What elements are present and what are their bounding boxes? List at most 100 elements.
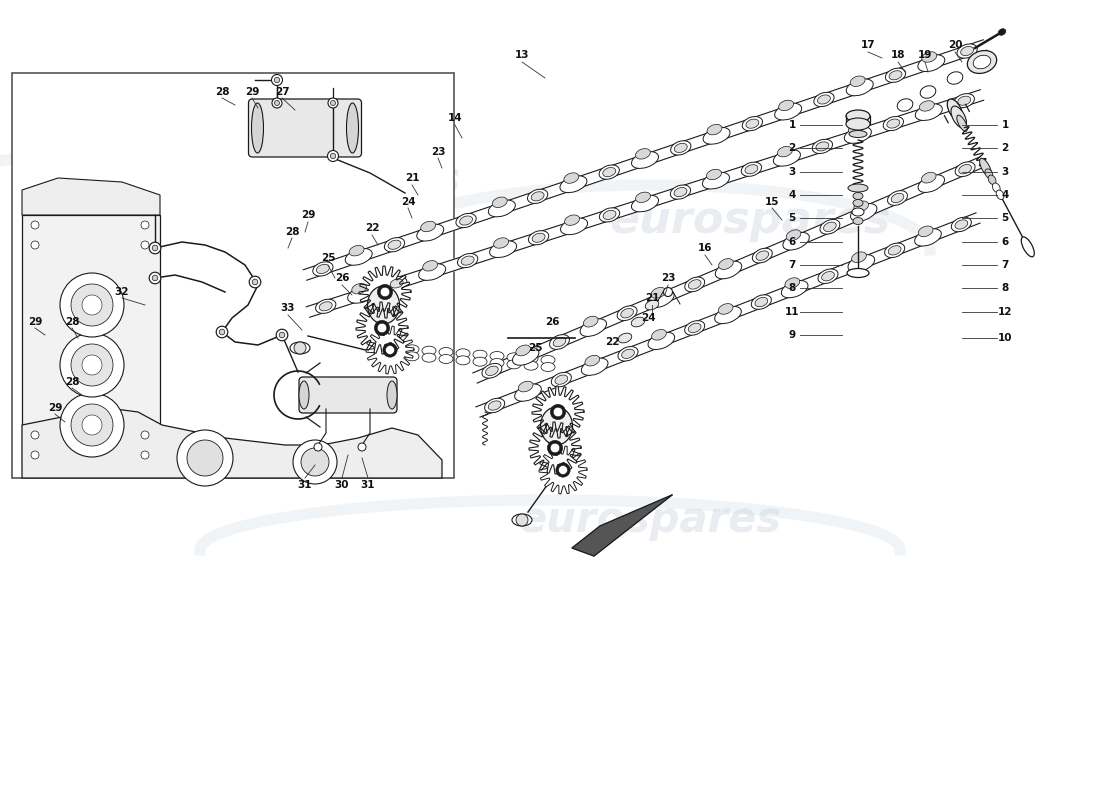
Polygon shape: [22, 178, 159, 215]
Ellipse shape: [417, 224, 443, 241]
Ellipse shape: [515, 384, 541, 402]
Text: 17: 17: [860, 40, 876, 50]
Circle shape: [328, 98, 338, 108]
Ellipse shape: [488, 401, 502, 410]
Circle shape: [219, 330, 224, 334]
Text: 31: 31: [298, 480, 312, 490]
Ellipse shape: [482, 363, 502, 378]
Text: 21: 21: [645, 293, 659, 303]
Circle shape: [385, 346, 395, 354]
Text: 8: 8: [1001, 283, 1009, 293]
Circle shape: [272, 98, 282, 108]
Ellipse shape: [889, 70, 902, 80]
Text: 31: 31: [361, 480, 375, 490]
Ellipse shape: [560, 176, 587, 193]
Ellipse shape: [603, 210, 616, 219]
Polygon shape: [532, 386, 584, 438]
Polygon shape: [304, 40, 987, 280]
Ellipse shape: [918, 174, 945, 193]
Ellipse shape: [850, 76, 865, 86]
Text: 8: 8: [789, 283, 795, 293]
Ellipse shape: [959, 165, 971, 174]
Text: 1: 1: [1001, 120, 1009, 130]
Polygon shape: [22, 215, 159, 470]
Ellipse shape: [648, 290, 674, 308]
Ellipse shape: [390, 279, 403, 288]
Ellipse shape: [493, 197, 507, 207]
Circle shape: [150, 272, 161, 284]
Ellipse shape: [485, 366, 498, 375]
Ellipse shape: [618, 333, 631, 343]
Text: 16: 16: [697, 243, 713, 253]
Ellipse shape: [918, 226, 933, 237]
Circle shape: [294, 342, 306, 354]
Ellipse shape: [852, 218, 864, 225]
Text: 4: 4: [1001, 190, 1009, 200]
Ellipse shape: [485, 398, 505, 413]
Ellipse shape: [922, 172, 936, 183]
Ellipse shape: [580, 318, 606, 337]
Ellipse shape: [524, 361, 538, 370]
Ellipse shape: [631, 151, 659, 169]
FancyBboxPatch shape: [12, 73, 454, 478]
Ellipse shape: [884, 243, 904, 258]
Ellipse shape: [290, 342, 310, 354]
Ellipse shape: [458, 254, 477, 268]
Ellipse shape: [346, 103, 359, 153]
Ellipse shape: [352, 283, 366, 294]
Circle shape: [82, 355, 102, 375]
Text: 21: 21: [405, 173, 419, 183]
Text: 6: 6: [789, 237, 795, 247]
Text: 15: 15: [764, 197, 779, 207]
Ellipse shape: [564, 215, 580, 226]
Text: eurospares: eurospares: [609, 198, 891, 242]
Circle shape: [72, 404, 113, 446]
Ellipse shape: [746, 119, 759, 128]
Text: 11: 11: [784, 307, 800, 317]
Ellipse shape: [422, 261, 438, 271]
Polygon shape: [539, 446, 587, 494]
Ellipse shape: [718, 304, 733, 314]
Circle shape: [60, 333, 124, 397]
Ellipse shape: [703, 127, 730, 144]
Text: 23: 23: [431, 147, 446, 157]
Circle shape: [274, 78, 279, 82]
Ellipse shape: [707, 124, 722, 135]
Ellipse shape: [490, 358, 504, 367]
Polygon shape: [306, 90, 983, 318]
Ellipse shape: [718, 258, 734, 270]
Ellipse shape: [715, 306, 741, 324]
Ellipse shape: [998, 29, 1005, 35]
Ellipse shape: [751, 295, 771, 310]
Ellipse shape: [553, 338, 565, 346]
Ellipse shape: [852, 208, 864, 216]
Ellipse shape: [786, 230, 801, 241]
Text: 18: 18: [891, 50, 905, 60]
Ellipse shape: [850, 203, 877, 222]
Ellipse shape: [490, 351, 504, 361]
Circle shape: [559, 466, 568, 474]
Text: 5: 5: [789, 213, 795, 223]
Ellipse shape: [848, 254, 874, 272]
Ellipse shape: [980, 158, 991, 177]
Ellipse shape: [651, 287, 666, 298]
Text: 28: 28: [65, 377, 79, 387]
Ellipse shape: [405, 352, 419, 361]
Circle shape: [377, 284, 393, 300]
Ellipse shape: [715, 261, 741, 279]
Ellipse shape: [550, 334, 570, 350]
Text: 3: 3: [789, 167, 795, 177]
Ellipse shape: [252, 103, 264, 153]
Ellipse shape: [583, 316, 598, 327]
Ellipse shape: [958, 96, 970, 106]
Ellipse shape: [952, 106, 967, 128]
Ellipse shape: [554, 375, 568, 384]
Circle shape: [275, 101, 279, 106]
Ellipse shape: [888, 190, 907, 206]
Ellipse shape: [670, 185, 691, 199]
Text: 6: 6: [1001, 237, 1009, 247]
Ellipse shape: [960, 46, 974, 56]
Text: 3: 3: [1001, 167, 1009, 177]
Text: 25: 25: [528, 343, 542, 353]
Circle shape: [72, 344, 113, 386]
